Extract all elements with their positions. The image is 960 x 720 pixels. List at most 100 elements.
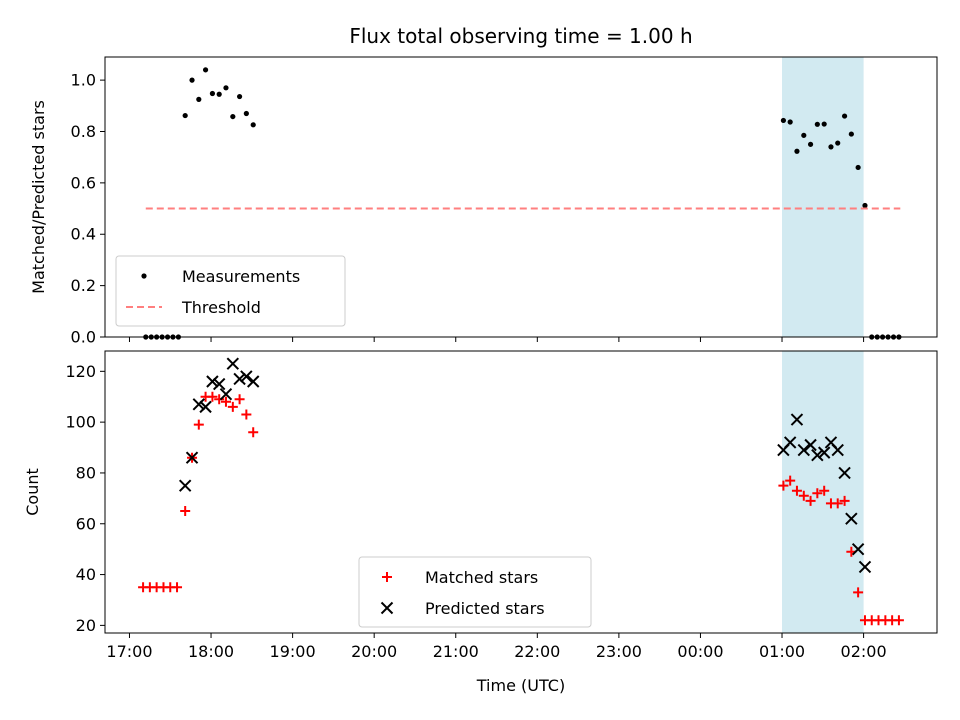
x-tick-label: 02:00 [841, 642, 887, 661]
y-tick-label: 1.0 [71, 71, 96, 90]
measurement-point [787, 119, 793, 125]
legend-label: Predicted stars [425, 599, 545, 618]
matched-star-point [207, 391, 218, 402]
legend-label: Measurements [182, 267, 300, 286]
matched-star-point [791, 485, 802, 496]
matched-star-point [248, 427, 259, 438]
measurement-point [216, 91, 222, 97]
y-tick-label: 0.6 [71, 173, 96, 192]
measurement-point [828, 144, 834, 150]
measurement-point [794, 148, 800, 154]
measurement-point [835, 140, 841, 146]
ratio-y-ticks: 0.0 0.2 0.4 0.6 0.8 1.0 [71, 71, 105, 347]
measurement-point [182, 112, 188, 119]
predicted-star-point [212, 377, 226, 391]
matched-star-point [798, 490, 809, 501]
measurement-point [141, 273, 147, 279]
y-tick-label: 20 [76, 616, 96, 635]
predicted-star-point [851, 542, 865, 556]
count-panel: 17:00 18:00 19:00 20:00 21:00 22:00 23:00 00:00… [23, 350, 938, 661]
predicted-star-point [219, 387, 233, 401]
y-tick-label: 0.4 [71, 225, 96, 244]
matched-star-point [805, 495, 816, 506]
matched-star-point [785, 475, 796, 486]
y-tick-label: 0.8 [71, 122, 96, 141]
x-tick-label: 22:00 [514, 642, 560, 661]
legend-box [115, 255, 346, 327]
legend-box [358, 556, 592, 628]
ratio-x-ticks [128, 337, 865, 342]
legend-label: Matched stars [425, 568, 538, 587]
predicted-star-point [811, 448, 824, 462]
matched-star-point [220, 396, 231, 407]
count-plot-marks [138, 357, 904, 626]
measurement-point [855, 164, 861, 171]
ratio-panel: 0.0 0.2 0.4 0.6 0.8 1.0 Matched/Predicted sta… [29, 56, 938, 347]
shaded-time-span [782, 351, 864, 633]
ratio-legend: Measurements Threshold [115, 255, 346, 327]
ratio-plot-frame [104, 56, 938, 338]
measurement-point [223, 85, 229, 91]
y-tick-label: 60 [76, 514, 96, 533]
predicted-star-point [206, 375, 219, 388]
matched-star-point [241, 409, 252, 420]
predicted-star-point [199, 400, 212, 414]
count-x-ticks: 17:00 18:00 19:00 20:00 21:00 22:00 23:00 00:00… [106, 633, 887, 661]
matched-star-point [819, 485, 830, 496]
y-tick-label: 0.2 [71, 276, 96, 295]
y-tick-label: 0.0 [71, 328, 96, 347]
matched-star-point [214, 394, 225, 405]
predicted-star-point [380, 601, 394, 615]
y-tick-label: 40 [76, 565, 96, 584]
x-tick-label: 00:00 [677, 642, 723, 661]
count-plot-frame [104, 350, 938, 634]
measurement-point [814, 121, 820, 127]
x-tick-label: 17:00 [106, 642, 152, 661]
matched-star-point [832, 498, 843, 509]
measurement-point [780, 117, 787, 124]
matched-star-point [893, 615, 904, 626]
matched-star-point [853, 587, 864, 598]
measurement-point [202, 67, 209, 73]
measurement-point [807, 141, 814, 147]
shaded-time-span [782, 57, 864, 337]
predicted-star-point [226, 357, 240, 370]
y-tick-label: 80 [76, 463, 96, 482]
matched-star-point [839, 495, 850, 506]
measurement-point [209, 90, 216, 97]
count-y-axis-label: Count [23, 468, 42, 516]
measurement-point [189, 77, 195, 83]
measurement-point [848, 131, 854, 137]
predicted-star-point [858, 560, 872, 574]
y-tick-label: 120 [65, 362, 96, 381]
predicted-star-point [783, 436, 797, 449]
matched-star-point [778, 480, 789, 491]
x-tick-label: 23:00 [596, 642, 642, 661]
legend-label: Threshold [181, 298, 261, 317]
matched-star-point [180, 506, 191, 517]
predicted-star-point [233, 372, 246, 386]
x-tick-label: 21:00 [433, 642, 479, 661]
measurement-point [250, 122, 256, 128]
count-legend: Matched stars Predicted stars [358, 556, 592, 628]
measurement-point [230, 113, 236, 120]
predicted-star-point [797, 443, 811, 457]
ratio-y-axis-label: Matched/Predicted stars [29, 100, 48, 294]
predicted-star-point [185, 451, 199, 464]
predicted-star-point [817, 446, 831, 459]
x-tick-label: 20:00 [351, 642, 397, 661]
measurement-point [801, 132, 807, 138]
predicted-star-point [178, 479, 192, 492]
predicted-star-point [240, 370, 253, 383]
predicted-star-point [192, 398, 206, 411]
measurement-point [862, 202, 868, 209]
matched-star-point [227, 401, 238, 412]
predicted-star-point [838, 466, 851, 480]
matched-star-point [382, 572, 392, 582]
x-axis-label: Time (UTC) [476, 676, 565, 695]
matched-star-point [172, 582, 183, 593]
predicted-star-point [790, 413, 804, 426]
measurement-point [243, 110, 249, 117]
measurement-point [236, 93, 243, 100]
